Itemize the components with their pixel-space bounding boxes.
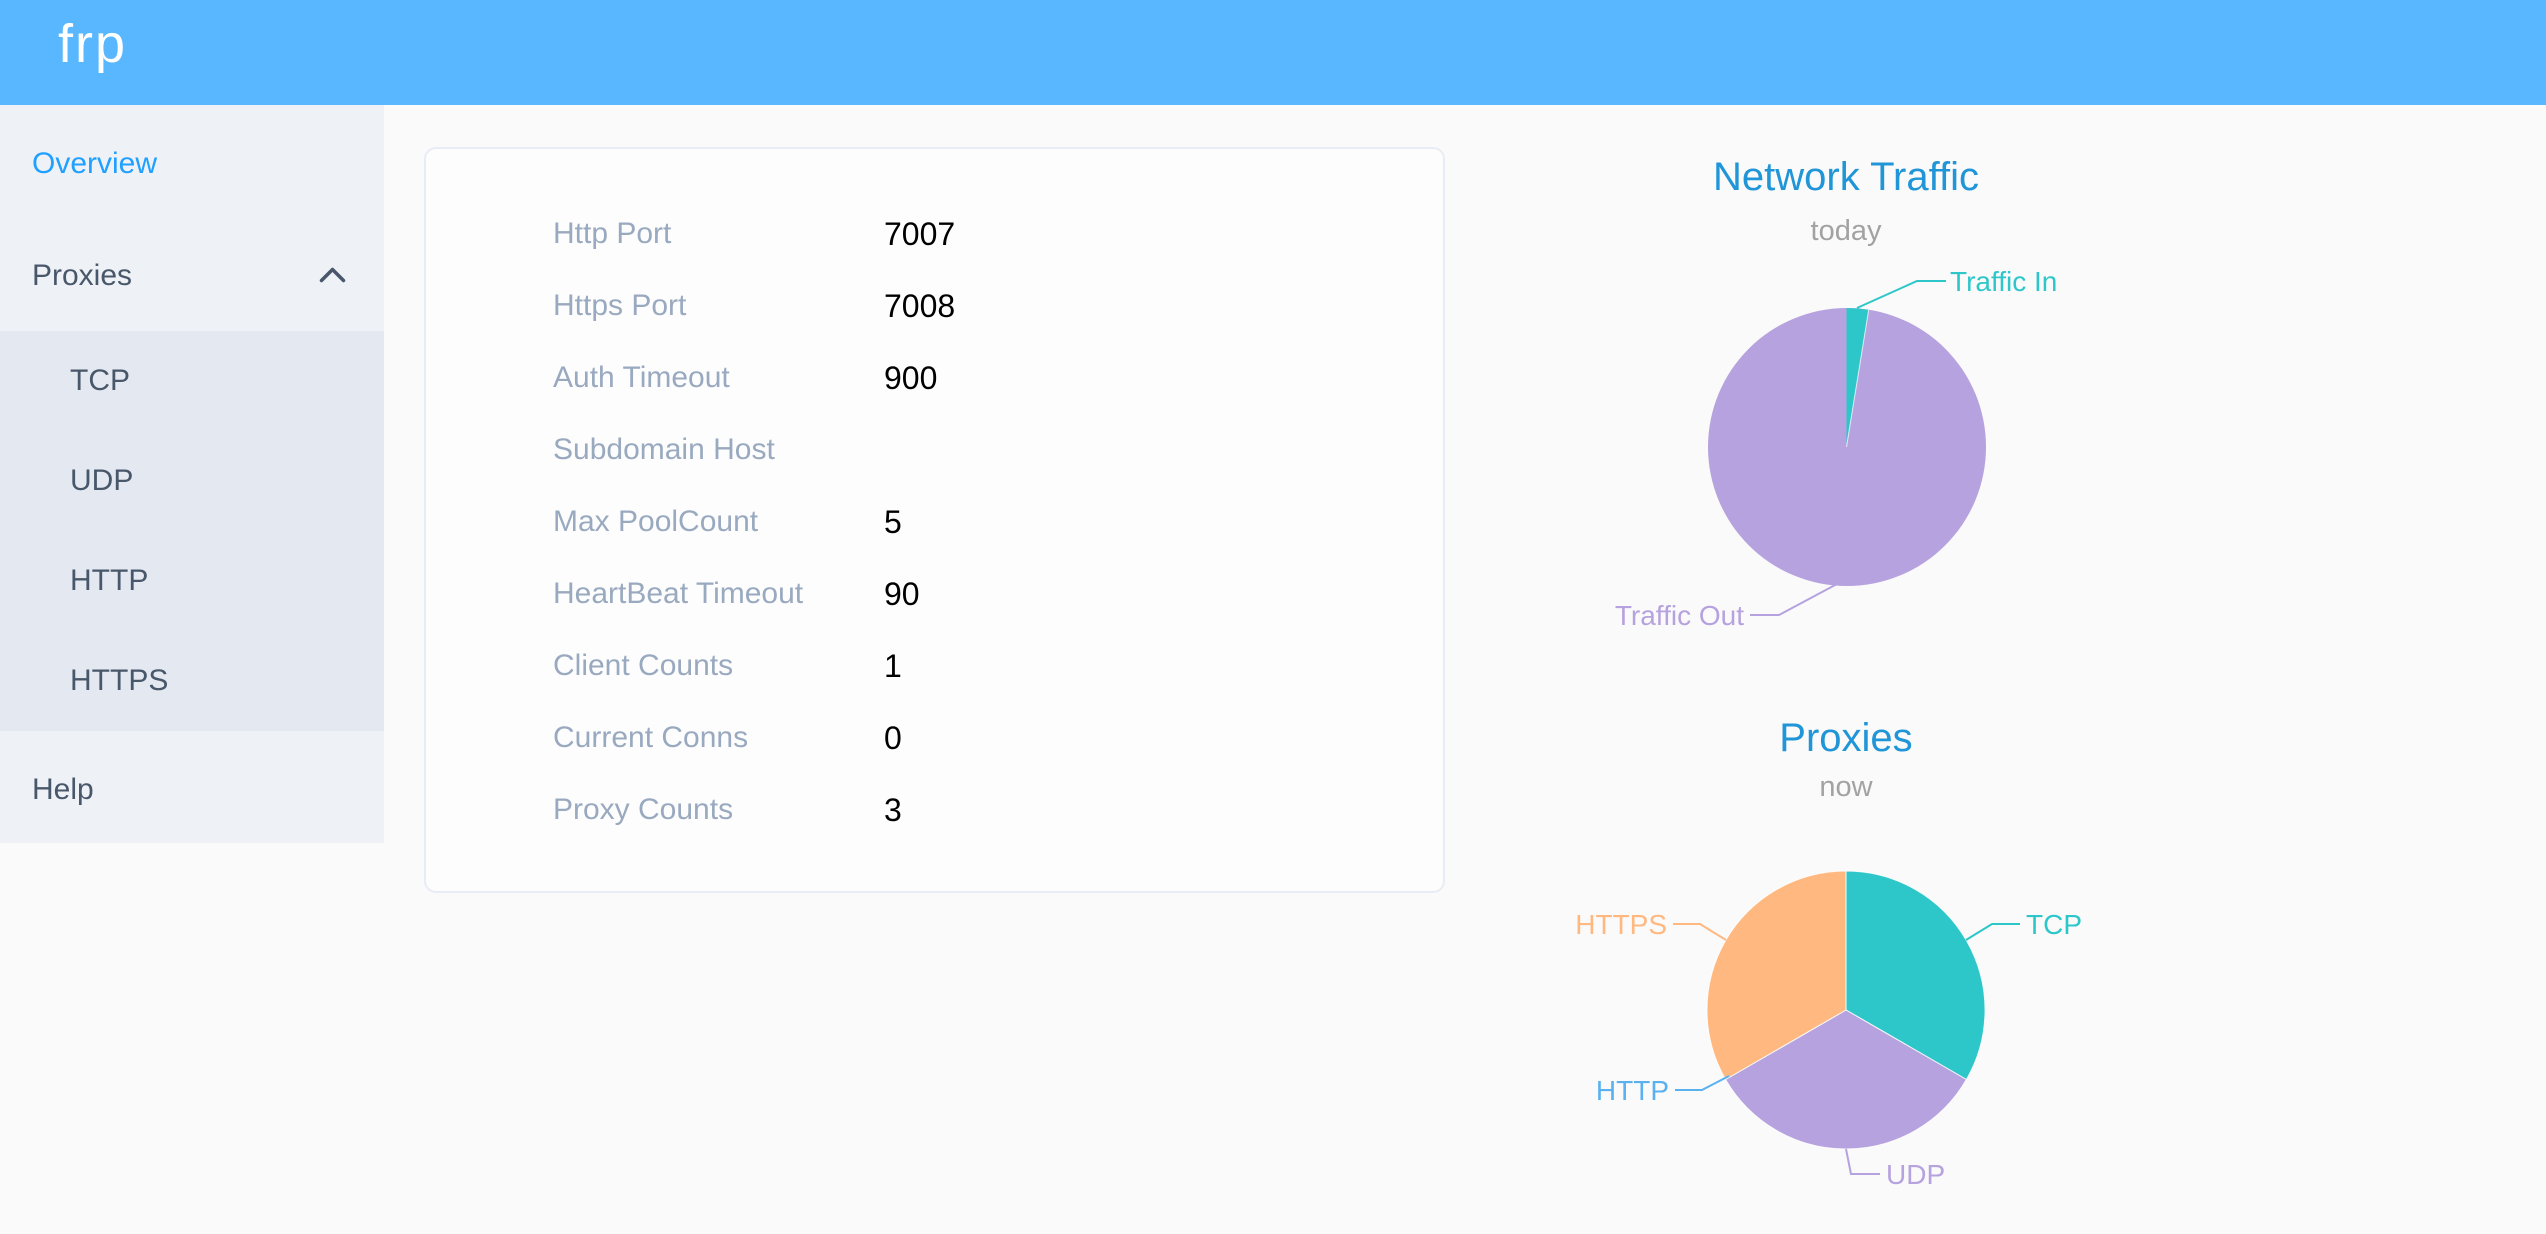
svg-text:Network Traffic: Network Traffic [1713, 155, 1979, 199]
svg-text:today: today [1811, 215, 1882, 247]
svg-text:HTTP: HTTP [1596, 1075, 1669, 1106]
svg-text:UDP: UDP [1886, 1159, 1945, 1190]
svg-text:Traffic In: Traffic In [1950, 266, 2057, 297]
svg-text:TCP: TCP [2026, 909, 2082, 940]
svg-text:HTTPS: HTTPS [1575, 909, 1667, 940]
svg-text:now: now [1819, 771, 1873, 803]
svg-text:Traffic Out: Traffic Out [1615, 600, 1744, 631]
svg-text:Proxies: Proxies [1779, 716, 1912, 760]
